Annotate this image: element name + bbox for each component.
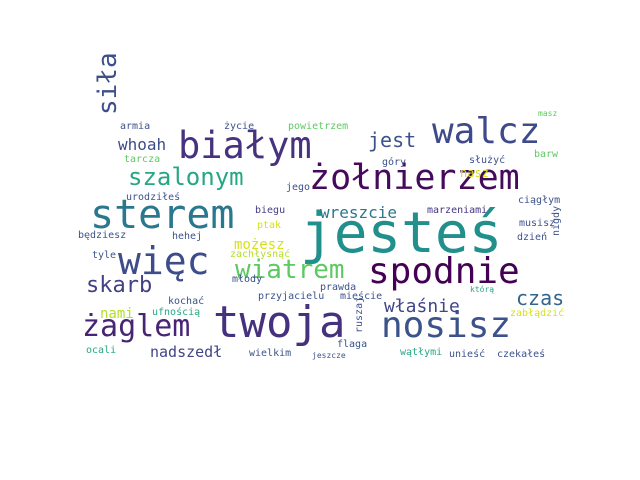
- word-cloud-word: kochać: [168, 296, 205, 307]
- word-cloud-word: ufnością: [152, 307, 201, 318]
- word-cloud-word: whoah: [118, 135, 167, 154]
- word-cloud-word: biegu: [255, 205, 286, 216]
- word-cloud-word: skarb: [86, 273, 153, 298]
- word-cloud-word: marzeniami: [427, 205, 488, 216]
- word-cloud-word: musisz: [519, 218, 556, 229]
- word-cloud-word: twoja: [213, 297, 346, 348]
- word-cloud-word: ptak: [257, 220, 282, 231]
- word-cloud-word: jeszcze: [312, 351, 346, 360]
- word-cloud-word: czekałeś: [497, 349, 546, 360]
- word-cloud-word: nosisz: [381, 305, 512, 346]
- word-cloud-word: siła: [93, 52, 123, 115]
- word-cloud-word: ocali: [86, 345, 117, 356]
- word-cloud-word: będziesz: [78, 230, 127, 241]
- word-cloud-word: życie: [224, 121, 255, 132]
- word-cloud-word: tarcza: [124, 154, 161, 165]
- word-cloud-word: czas: [516, 286, 565, 310]
- word-cloud-word: mieście: [340, 291, 383, 302]
- word-cloud-word: barw: [534, 149, 559, 160]
- word-cloud-word: nami: [100, 306, 134, 322]
- word-cloud-word: jest: [368, 128, 417, 152]
- word-cloud-word: ruszaj: [354, 296, 365, 333]
- word-cloud-word: flaga: [337, 339, 368, 350]
- word-cloud-word: właśnie: [384, 296, 460, 317]
- word-cloud-word: prawda: [320, 282, 357, 293]
- word-cloud-word: wiatrem: [235, 255, 345, 285]
- word-cloud-word: białym: [178, 124, 312, 167]
- word-cloud-word: którą: [470, 285, 495, 294]
- word-cloud-word: więc: [118, 239, 210, 283]
- word-cloud-word: żaglem: [82, 309, 191, 344]
- word-cloud-word: masz: [538, 109, 558, 118]
- word-cloud-word: nadszedł: [150, 343, 223, 361]
- word-cloud-word: sterem: [90, 192, 235, 238]
- word-cloud-word: przyjacielu: [258, 291, 325, 302]
- word-cloud-word: jego: [286, 182, 311, 193]
- word-cloud-word: nigdy: [551, 205, 562, 236]
- word-cloud-word: możesz: [234, 237, 285, 253]
- word-cloud-word: spodnie: [368, 251, 520, 292]
- word-cloud-word: zachłysnąć: [230, 249, 291, 260]
- word-cloud-word: wątłymi: [400, 347, 443, 358]
- word-cloud-word: góry: [382, 157, 407, 168]
- word-cloud-word: wielkim: [249, 348, 292, 359]
- word-cloud-word: służyć: [469, 155, 506, 166]
- word-cloud-word: powietrzem: [288, 121, 349, 132]
- word-cloud-word: dzień: [517, 232, 548, 243]
- word-cloud-word: zabłądzić: [510, 308, 565, 319]
- word-cloud-word: nasz: [460, 166, 489, 180]
- word-cloud-word: hehej: [172, 231, 203, 242]
- word-cloud-word: armia: [120, 121, 151, 132]
- word-cloud-word: ciągłym: [518, 195, 561, 206]
- word-cloud-word: jesteś: [300, 201, 503, 266]
- word-cloud-word: urodziłeś: [126, 192, 181, 203]
- word-cloud-word: unieść: [449, 349, 486, 360]
- word-cloud-word: żołnierzem: [309, 158, 520, 198]
- word-cloud-word: walcz: [432, 111, 541, 152]
- word-cloud-word: wreszcie: [320, 203, 398, 222]
- word-cloud-word: młody: [232, 274, 263, 285]
- word-cloud-word: szalonym: [128, 163, 244, 191]
- word-cloud-word: tyle: [92, 250, 117, 261]
